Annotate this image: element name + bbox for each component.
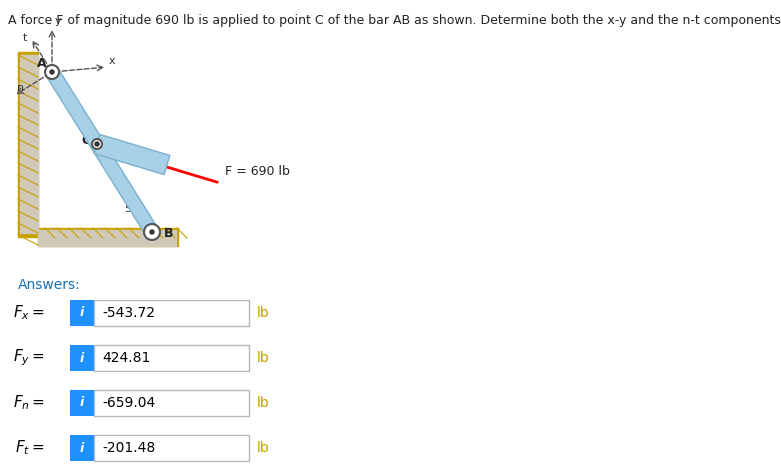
Polygon shape [95,134,170,175]
Circle shape [144,224,160,240]
Text: A force F of magnitude 690 lb is applied to point C of the bar AB as shown. Dete: A force F of magnitude 690 lb is applied… [8,14,781,27]
Text: -543.72: -543.72 [102,306,155,320]
Text: $F_n=$: $F_n=$ [13,394,45,412]
Polygon shape [46,68,158,236]
Circle shape [95,142,99,146]
Text: $F_x=$: $F_x=$ [13,304,45,323]
Text: 38°: 38° [115,148,134,158]
Circle shape [50,70,54,74]
FancyBboxPatch shape [94,390,249,416]
FancyBboxPatch shape [70,435,94,461]
FancyBboxPatch shape [94,345,249,371]
Bar [38,228,178,246]
Text: i: i [80,352,84,364]
Text: i: i [80,397,84,409]
Text: 55°: 55° [124,204,144,214]
Bar [18,52,38,237]
Text: -201.48: -201.48 [102,441,155,455]
Text: i: i [80,441,84,455]
Text: lb: lb [257,441,269,455]
Text: i: i [80,306,84,320]
FancyBboxPatch shape [70,390,94,416]
Text: lb: lb [257,306,269,320]
Text: x: x [109,56,116,66]
FancyBboxPatch shape [94,300,249,326]
Circle shape [45,65,59,79]
Circle shape [150,230,154,234]
Text: Answers:: Answers: [18,278,80,292]
Text: A: A [37,57,47,70]
Text: t: t [23,33,27,43]
FancyBboxPatch shape [94,435,249,461]
Text: B: B [164,227,173,240]
Text: lb: lb [257,351,269,365]
Text: lb: lb [257,396,269,410]
Bar [38,230,176,246]
Circle shape [92,139,102,149]
Text: $F_t=$: $F_t=$ [16,438,45,457]
Text: C: C [81,134,90,147]
Text: y: y [55,16,62,26]
Text: F = 690 lb: F = 690 lb [225,165,290,178]
Text: $F_y=$: $F_y=$ [13,348,45,368]
FancyBboxPatch shape [70,345,94,371]
Text: -659.04: -659.04 [102,396,155,410]
FancyBboxPatch shape [70,300,94,326]
Text: n: n [17,83,24,93]
Bar [20,55,38,233]
Text: 424.81: 424.81 [102,351,151,365]
